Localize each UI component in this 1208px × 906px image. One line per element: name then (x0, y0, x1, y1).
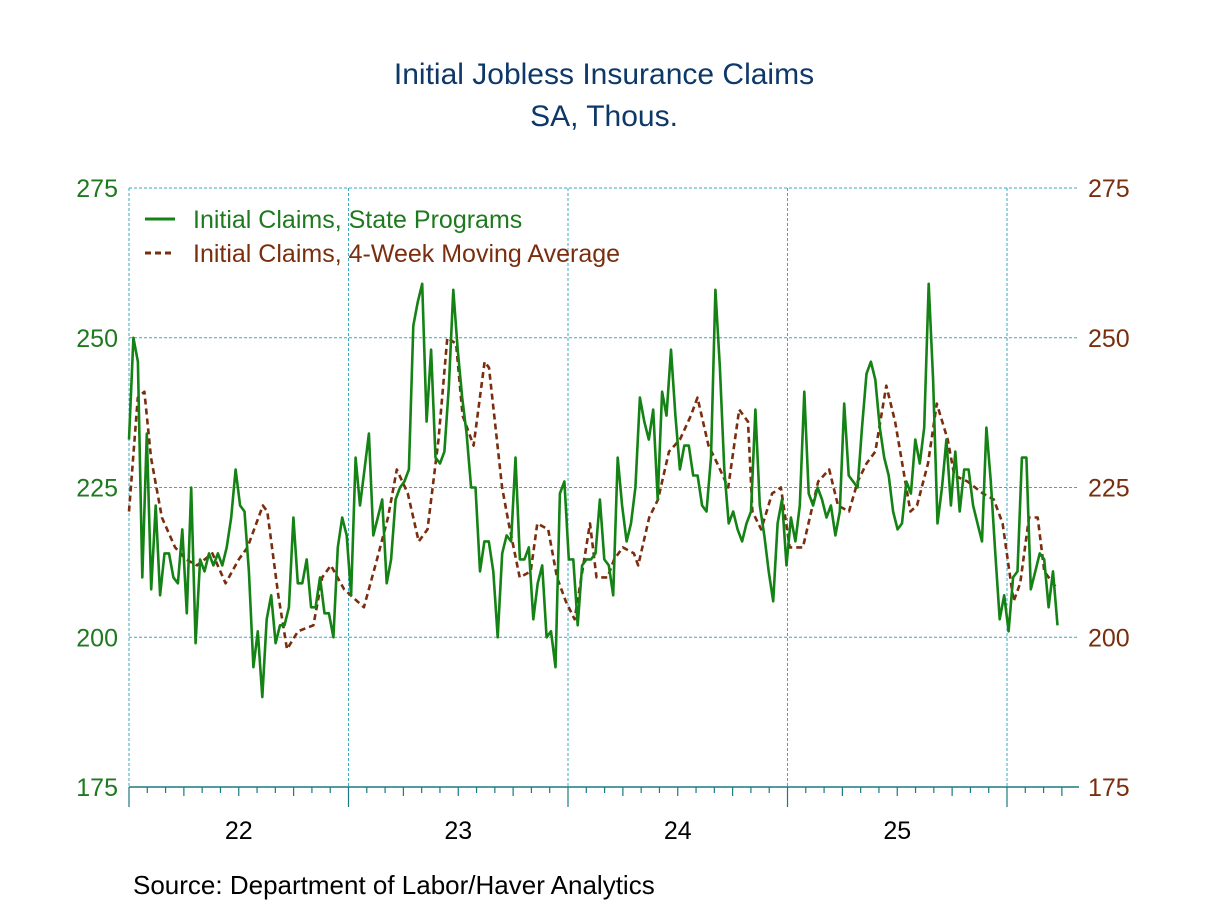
source-note: Source: Department of Labor/Haver Analyt… (133, 870, 655, 900)
legend-label-claims: Initial Claims, State Programs (193, 206, 522, 234)
grid (128, 187, 1079, 787)
legend-label-moving-average: Initial Claims, 4-Week Moving Average (193, 240, 620, 268)
x-tick-label: 24 (664, 817, 692, 845)
chart-title: Initial Jobless Insurance Claims (394, 58, 814, 91)
y-tick-label-right: 200 (1088, 624, 1130, 652)
y-tick-label-left: 250 (76, 325, 118, 353)
y-tick-label-left: 200 (76, 624, 118, 652)
y-tick-label-right: 275 (1088, 175, 1130, 203)
y-tick-label-right: 225 (1088, 475, 1130, 503)
x-tick-label: 23 (444, 817, 472, 845)
series-line-claims (127, 282, 1059, 699)
axes: 175 175 200 200 225 225 250 250 275 275 22 23 24 25 (76, 175, 1129, 845)
legend: Initial Claims, State Programs Initial C… (145, 206, 620, 268)
y-tick-label-left: 175 (76, 774, 118, 802)
x-tick-label: 22 (225, 817, 253, 845)
y-tick-label-left: 225 (76, 475, 118, 503)
series-line-moving-average (127, 336, 1059, 651)
chart-subtitle: SA, Thous. (530, 100, 678, 133)
series-lines (127, 282, 1059, 699)
y-tick-label-right: 175 (1088, 774, 1130, 802)
y-tick-label-left: 275 (76, 175, 118, 203)
y-tick-label-right: 250 (1088, 325, 1130, 353)
x-tick-label: 25 (883, 817, 911, 845)
